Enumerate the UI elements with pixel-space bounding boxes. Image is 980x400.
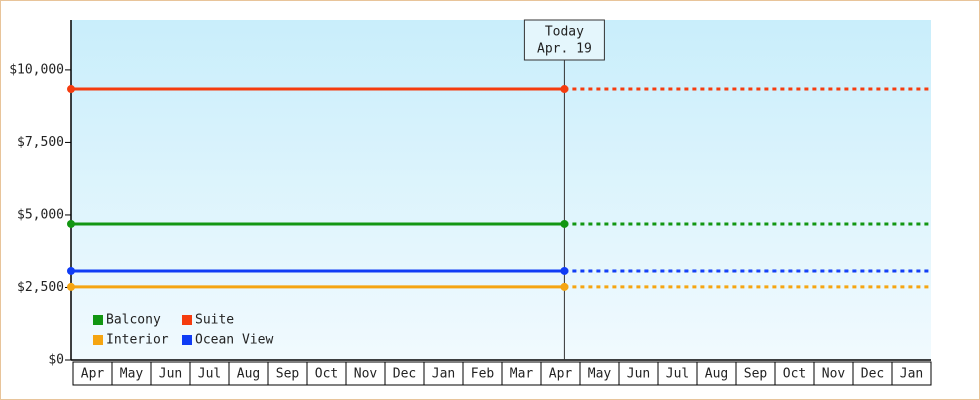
x-tick-label: Feb	[471, 367, 495, 382]
x-tick-label: May	[588, 367, 612, 382]
legend-swatch	[93, 335, 103, 345]
series-point	[560, 266, 569, 275]
series-point	[67, 219, 75, 228]
series-point	[67, 266, 75, 275]
legend-swatch	[182, 335, 192, 345]
x-tick-label: Sep	[744, 367, 768, 382]
x-tick-label: Apr	[549, 367, 573, 382]
y-tick-label: $5,000	[17, 207, 64, 222]
x-tick-label: Jul	[666, 367, 689, 382]
x-tick-label: Jan	[432, 367, 455, 382]
month-cell	[891, 361, 932, 386]
series-point	[560, 85, 569, 94]
plot-area	[71, 20, 931, 360]
y-tick-label: $10,000	[9, 62, 64, 77]
today-title: Today	[545, 25, 584, 40]
today-date: Apr. 19	[537, 42, 592, 57]
legend-label: Ocean View	[195, 333, 273, 348]
legend-label: Balcony	[106, 313, 161, 328]
y-tick-label: $2,500	[17, 280, 64, 295]
series-point	[67, 85, 75, 94]
today-box	[523, 19, 605, 61]
series-point	[560, 219, 569, 228]
x-tick-label: Jul	[198, 367, 221, 382]
y-tick-label: $7,500	[17, 135, 64, 150]
series-point	[560, 282, 569, 291]
x-tick-label: Mar	[510, 367, 534, 382]
x-tick-label: Apr	[81, 367, 105, 382]
x-tick-label: Nov	[354, 367, 378, 382]
x-tick-label: Aug	[237, 367, 260, 382]
x-tick-label: Dec	[393, 367, 416, 382]
legend-swatch	[182, 315, 192, 325]
x-tick-label: Sep	[276, 367, 300, 382]
x-tick-label: Nov	[822, 367, 846, 382]
series-point	[67, 282, 75, 291]
x-tick-label: Jun	[627, 367, 650, 382]
legend-label: Interior	[106, 333, 169, 348]
x-tick-label: Jun	[159, 367, 182, 382]
legend-swatch	[93, 315, 103, 325]
x-tick-label: Dec	[861, 367, 884, 382]
x-tick-label: May	[120, 367, 144, 382]
x-tick-label: Aug	[705, 367, 728, 382]
x-tick-label: Oct	[315, 367, 338, 382]
x-tick-label: Oct	[783, 367, 806, 382]
legend-label: Suite	[195, 313, 234, 328]
y-tick-label: $0	[48, 353, 64, 368]
x-tick-label: Jan	[900, 367, 923, 382]
